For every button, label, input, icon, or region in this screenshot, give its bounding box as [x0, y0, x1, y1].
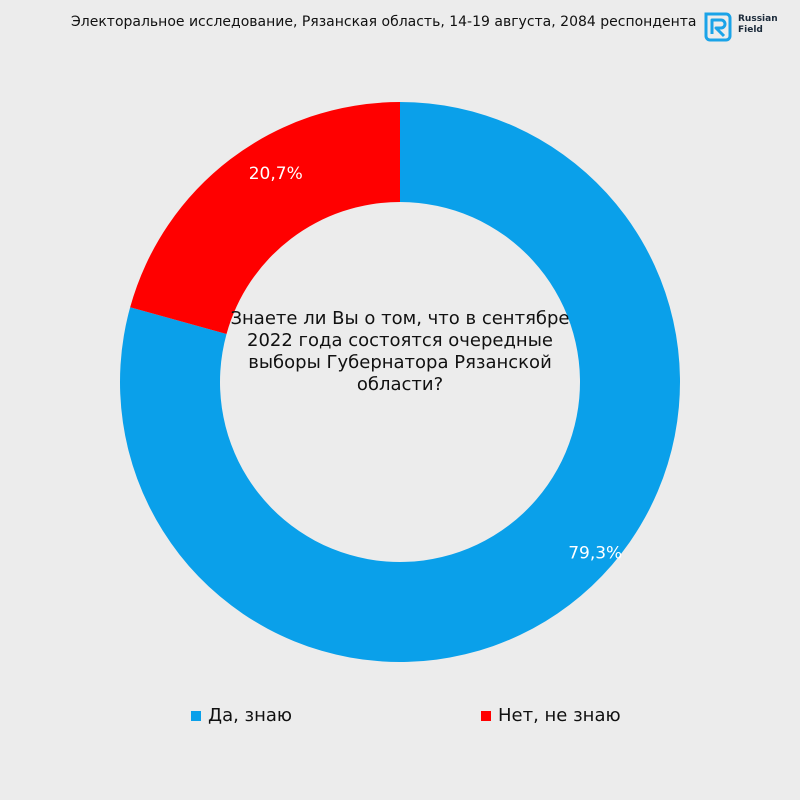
donut-chart: 79,3% 20,7%: [119, 102, 681, 662]
legend: Да, знаю Нет, не знаю: [0, 705, 800, 735]
logo-text: Russian Field: [738, 14, 778, 36]
legend-swatch-yes: [191, 710, 201, 721]
legend-label-yes: Да, знаю: [208, 705, 293, 726]
russian-field-logo: Russian Field: [702, 10, 782, 44]
slice-no: [130, 102, 401, 334]
chart-title: Электоральное исследование, Рязанская об…: [71, 14, 697, 30]
slice-yes: [119, 102, 681, 662]
legend-label-no: Нет, не знаю: [498, 705, 621, 726]
center-question: Знаете ли Вы о том, что в сентябре 2022 …: [230, 308, 570, 395]
logo-text-line1: Russian: [738, 14, 778, 24]
logo-text-line2: Field: [738, 25, 763, 35]
legend-item-yes: Да, знаю: [191, 705, 292, 726]
data-label-yes: 79,3%: [568, 544, 622, 564]
legend-item-no: Нет, не знаю: [481, 705, 621, 726]
data-label-no: 20,7%: [249, 164, 303, 184]
legend-swatch-no: [481, 710, 491, 721]
russian-field-logo-icon: [704, 12, 732, 42]
